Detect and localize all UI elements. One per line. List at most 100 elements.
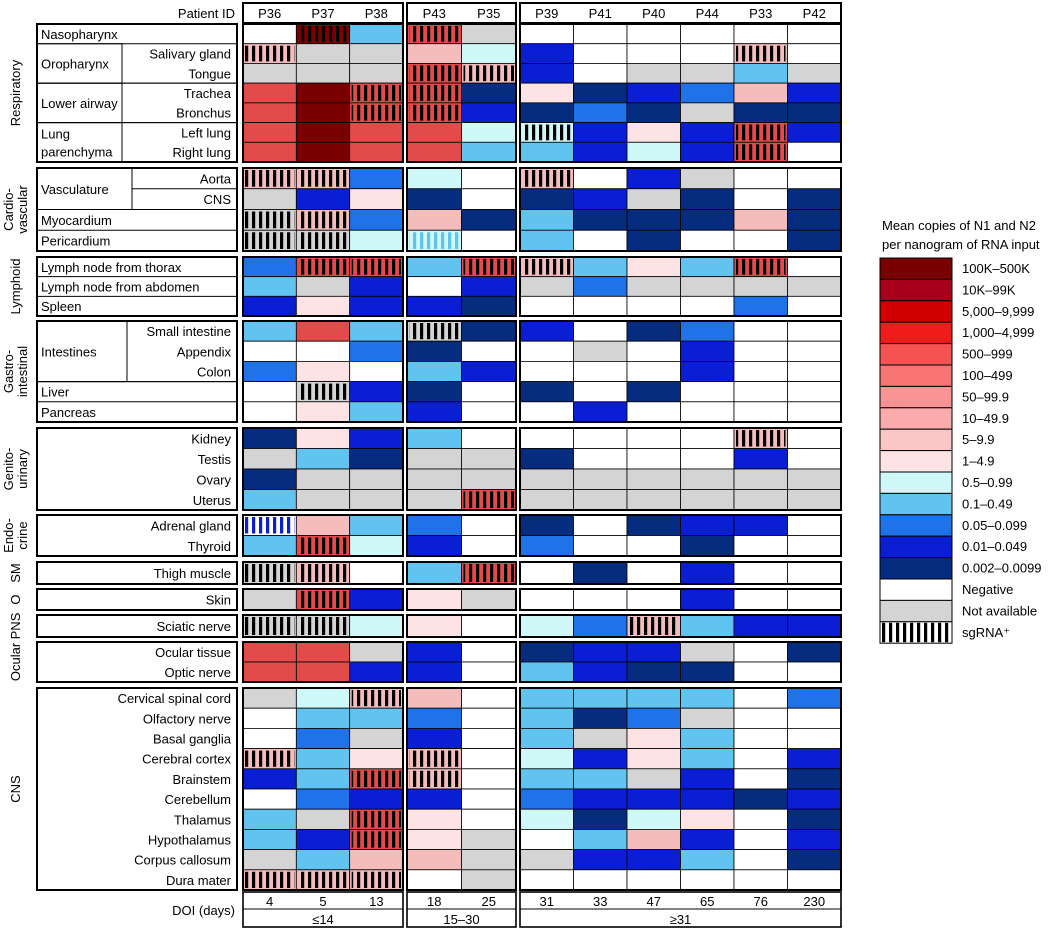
cell-nasopharynx-p40 — [626, 23, 681, 45]
legend-swatch-100-499 — [879, 364, 953, 387]
cell-cerebral-cortex-p42 — [787, 748, 842, 770]
legend-swatch-0-1-0-49 — [879, 492, 953, 516]
cell-ovary-p43 — [406, 468, 462, 490]
cell-pancreas-p36 — [242, 401, 297, 423]
legend-label-500-999: 500–999 — [962, 347, 1013, 362]
cell-optic-nerve-p43 — [406, 661, 462, 683]
sgrna-stripes — [298, 537, 348, 554]
cell-sciatic-nerve-p43 — [406, 614, 462, 638]
row-label-pancreas: Pancreas — [41, 405, 96, 420]
cell-kidney-p39 — [519, 427, 574, 449]
system-block-outline — [406, 588, 517, 611]
sgrna-stripes — [409, 104, 460, 121]
cell-thyroid-p36 — [242, 535, 297, 557]
row-label-thalamus: Thalamus — [174, 812, 232, 827]
cell-appendix-p37 — [295, 340, 351, 362]
cell-cns-p40 — [626, 188, 681, 210]
cell-colon-p41 — [573, 360, 628, 382]
cell-colon-p44 — [680, 360, 735, 382]
cell-lymph-node-from-abdomen-p41 — [573, 276, 628, 297]
cell-nasopharynx-p44 — [680, 23, 735, 45]
cell-thalamus-p44 — [680, 808, 735, 830]
system-label-line: urinary — [15, 449, 30, 489]
merged-label-lung-parenchyma: Lung — [41, 126, 70, 141]
cell-salivary-gland-p39 — [519, 43, 574, 64]
cell-trachea-p39 — [519, 82, 574, 104]
row-label-lymph-node-from-thorax: Lymph node from thorax — [41, 260, 182, 275]
cell-thigh-muscle-p39 — [519, 561, 574, 585]
cell-sciatic-nerve-p41 — [573, 614, 628, 638]
system-label-box — [36, 588, 238, 611]
cell-skin-p43 — [406, 588, 462, 611]
sgrna-stripes — [463, 259, 514, 275]
cell-uterus-p38 — [349, 489, 404, 511]
cell-corpus-callosum-p40 — [626, 849, 681, 871]
sgrna-stripes — [522, 170, 572, 187]
legend-label-100k-500k: 100K–500K — [962, 261, 1030, 276]
cell-kidney-p37 — [295, 427, 351, 449]
legend-label-1-000-4-999: 1,000–4,999 — [962, 325, 1034, 340]
legend-swatch-500-999 — [879, 343, 953, 366]
legend-swatch-10-49-9 — [879, 407, 953, 430]
cell-small-intestine-p37 — [295, 320, 351, 342]
doi-value: 65 — [700, 894, 714, 909]
cell-bronchus-p33 — [733, 102, 788, 123]
cell-adrenal-gland-p39 — [519, 514, 574, 536]
cell-lymph-node-from-thorax-p43 — [406, 256, 462, 278]
legend-label-0-05-0-099: 0.05–0.099 — [962, 518, 1027, 533]
legend-label-0-5-0-99: 0.5–0.99 — [962, 475, 1013, 490]
cell-olfactory-nerve-p43 — [406, 707, 462, 729]
cell-pericardium-p33 — [733, 229, 788, 252]
system-label-cardio-vascular: Cardio-vascular — [1, 185, 30, 234]
cell-pancreas-p44 — [680, 401, 735, 423]
cell-basal-ganglia-p41 — [573, 728, 628, 750]
cell-cns-p36 — [242, 188, 297, 210]
sgrna-stripes — [736, 430, 786, 447]
cell-spleen-p37 — [295, 295, 351, 317]
cell-skin-p39 — [519, 588, 574, 611]
system-block-outline — [242, 641, 404, 683]
row-label-salivary-gland: Salivary gland — [149, 47, 231, 62]
cell-thyroid-p44 — [680, 535, 735, 557]
legend-swatch-0-01-0-049 — [879, 535, 953, 559]
cell-dura-mater-p33 — [733, 869, 788, 891]
cell-ocular-tissue-p41 — [573, 641, 628, 663]
system-label-box — [36, 23, 238, 163]
cell-bronchus-p44 — [680, 102, 735, 123]
legend-label-1-4-9: 1–4.9 — [962, 454, 995, 469]
sgrna-stripes — [298, 383, 348, 400]
cell-uterus-p44 — [680, 489, 735, 511]
cell-thalamus-p33 — [733, 808, 788, 830]
cell-adrenal-gland-p41 — [573, 514, 628, 536]
cell-sciatic-nerve-p35 — [461, 614, 517, 638]
row-label-aorta: Aorta — [200, 171, 232, 186]
cell-tongue-p38 — [349, 63, 404, 84]
cell-myocardium-p44 — [680, 209, 735, 231]
sgrna-stripes — [351, 104, 401, 121]
cell-spleen-p36 — [242, 295, 297, 317]
system-block-outline — [519, 588, 842, 611]
system-block-outline — [242, 320, 404, 423]
cell-hypothalamus-p37 — [295, 829, 351, 851]
cell-pericardium-p44 — [680, 229, 735, 252]
system-block-outline — [406, 320, 517, 423]
cell-aorta-p40 — [626, 167, 681, 190]
cell-nasopharynx-p39 — [519, 23, 574, 45]
legend-swatch-5-000-9-999 — [879, 300, 953, 323]
doi-label: DOI (days) — [172, 903, 235, 918]
cell-thyroid-p42 — [787, 535, 842, 557]
row-label-myocardium: Myocardium — [41, 213, 112, 228]
legend-label-10k-99k: 10K–99K — [962, 282, 1016, 297]
cell-hypothalamus-p44 — [680, 829, 735, 851]
cell-salivary-gland-p44 — [680, 43, 735, 64]
cell-nasopharynx-p35 — [461, 23, 517, 45]
cell-salivary-gland-p42 — [787, 43, 842, 64]
row-label-ocular-tissue: Ocular tissue — [155, 645, 231, 660]
cell-left-lung-p42 — [787, 122, 842, 143]
merged-label-vasculature: Vasculature — [41, 182, 109, 197]
system-label-line: vascular — [15, 185, 30, 234]
cell-spleen-p33 — [733, 295, 788, 317]
cell-optic-nerve-p39 — [519, 661, 574, 683]
cell-basal-ganglia-p36 — [242, 728, 297, 750]
cell-thalamus-p37 — [295, 808, 351, 830]
